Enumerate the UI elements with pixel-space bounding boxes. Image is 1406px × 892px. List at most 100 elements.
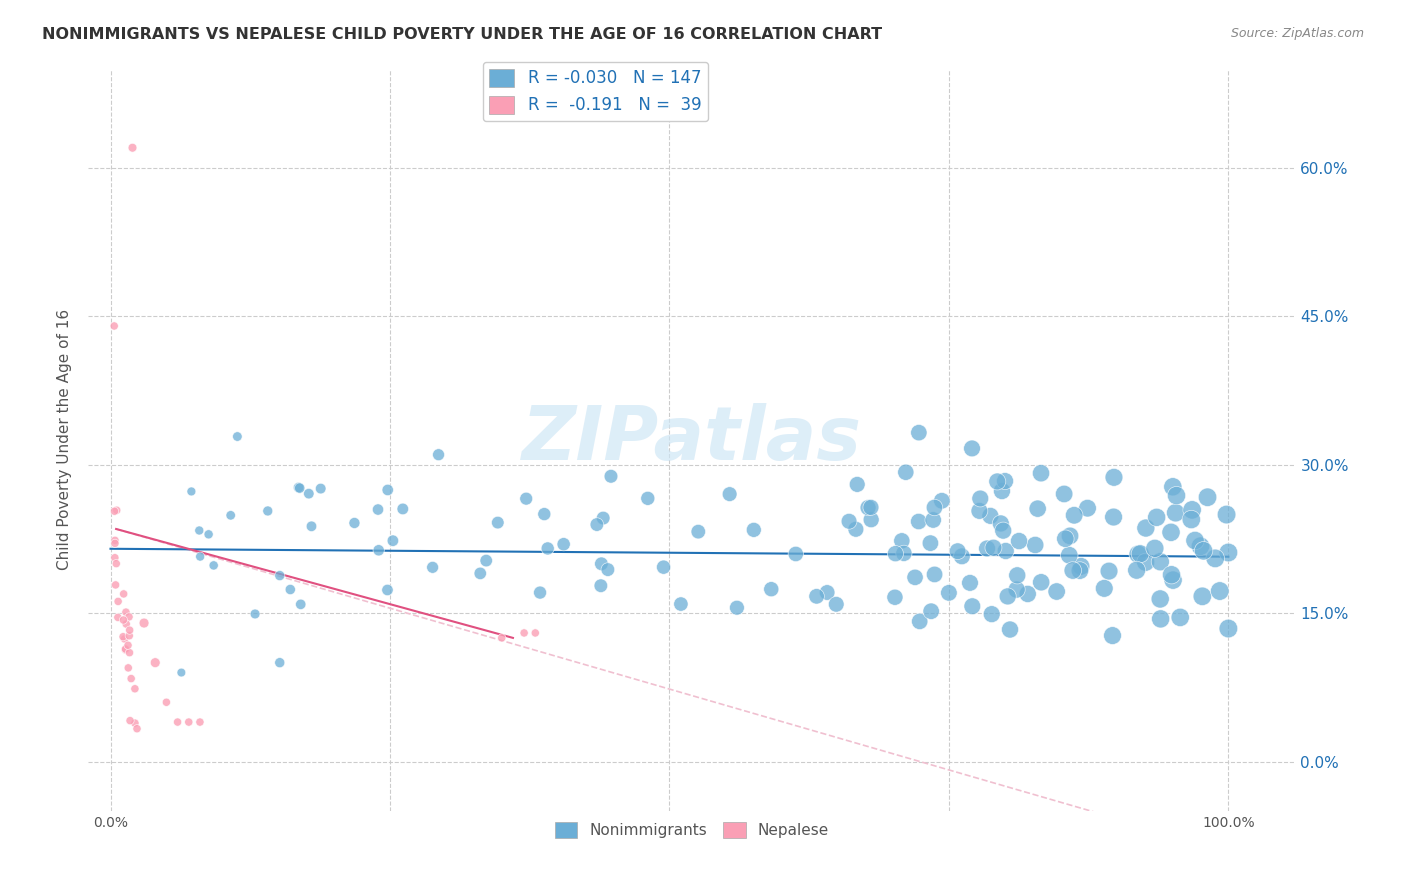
Point — [846, 477, 869, 491]
Point — [994, 474, 1017, 488]
Point — [920, 604, 942, 618]
Text: Source: ZipAtlas.com: Source: ZipAtlas.com — [1230, 27, 1364, 40]
Point — [287, 481, 309, 495]
Point — [960, 442, 983, 456]
Point — [118, 646, 141, 660]
Point — [1076, 501, 1098, 516]
Point — [290, 598, 312, 612]
Point — [1005, 582, 1028, 597]
Point — [103, 318, 125, 333]
Point — [537, 541, 560, 556]
Point — [946, 544, 969, 558]
Point — [1092, 582, 1115, 596]
Point — [1126, 547, 1149, 561]
Point — [104, 550, 127, 565]
Point — [427, 448, 450, 462]
Point — [104, 533, 127, 548]
Point — [1160, 525, 1182, 540]
Point — [529, 585, 551, 599]
Point — [1053, 487, 1076, 501]
Point — [859, 500, 882, 515]
Point — [104, 578, 127, 592]
Point — [1024, 538, 1046, 552]
Point — [132, 615, 155, 630]
Point — [486, 516, 509, 530]
Point — [986, 475, 1008, 489]
Point — [1135, 521, 1157, 535]
Point — [513, 626, 536, 640]
Point — [600, 469, 623, 483]
Point — [1184, 533, 1206, 548]
Point — [1026, 501, 1049, 516]
Point — [1063, 508, 1085, 523]
Point — [166, 714, 188, 729]
Point — [107, 610, 129, 624]
Point — [997, 590, 1019, 604]
Point — [118, 623, 141, 637]
Point — [969, 504, 991, 518]
Point — [491, 631, 513, 645]
Point — [143, 656, 166, 670]
Point — [931, 493, 953, 508]
Point — [980, 607, 1002, 622]
Text: ZIPatlas: ZIPatlas — [522, 403, 862, 476]
Point — [1143, 541, 1166, 556]
Point — [596, 563, 619, 577]
Point — [120, 672, 142, 686]
Point — [367, 502, 389, 516]
Point — [155, 695, 177, 709]
Point — [219, 508, 242, 523]
Point — [1008, 534, 1031, 549]
Point — [177, 714, 200, 729]
Point — [586, 517, 609, 532]
Point — [105, 557, 128, 571]
Point — [806, 590, 828, 604]
Point — [592, 511, 614, 525]
Point — [391, 502, 413, 516]
Point — [815, 585, 838, 599]
Point — [637, 491, 659, 506]
Point — [301, 519, 323, 533]
Point — [1102, 510, 1125, 524]
Point — [117, 661, 139, 675]
Point — [125, 722, 148, 736]
Point — [860, 513, 883, 527]
Point — [1209, 584, 1232, 599]
Point — [120, 714, 142, 728]
Point — [1129, 547, 1152, 561]
Point — [1180, 512, 1202, 526]
Point — [309, 482, 332, 496]
Point — [993, 524, 1015, 538]
Point — [785, 547, 807, 561]
Point — [1031, 575, 1053, 590]
Point — [920, 536, 942, 550]
Point — [894, 465, 917, 479]
Point — [884, 547, 907, 561]
Point — [1181, 503, 1204, 517]
Point — [524, 626, 547, 640]
Text: NONIMMIGRANTS VS NEPALESE CHILD POVERTY UNDER THE AGE OF 16 CORRELATION CHART: NONIMMIGRANTS VS NEPALESE CHILD POVERTY … — [42, 27, 883, 42]
Point — [591, 557, 613, 571]
Point — [998, 623, 1021, 637]
Point — [1046, 584, 1069, 599]
Point — [104, 536, 127, 550]
Point — [908, 425, 931, 440]
Point — [377, 483, 399, 497]
Point — [114, 642, 136, 657]
Point — [904, 570, 927, 584]
Point — [1017, 587, 1039, 601]
Point — [103, 504, 125, 518]
Point — [1191, 590, 1213, 604]
Point — [381, 533, 404, 548]
Point — [962, 599, 984, 614]
Point — [105, 503, 128, 517]
Point — [1204, 551, 1226, 566]
Point — [107, 594, 129, 608]
Point — [979, 508, 1001, 523]
Point — [1029, 467, 1052, 481]
Point — [884, 591, 907, 605]
Point — [1007, 568, 1029, 582]
Point — [515, 491, 537, 506]
Point — [1149, 612, 1171, 626]
Point — [950, 549, 973, 564]
